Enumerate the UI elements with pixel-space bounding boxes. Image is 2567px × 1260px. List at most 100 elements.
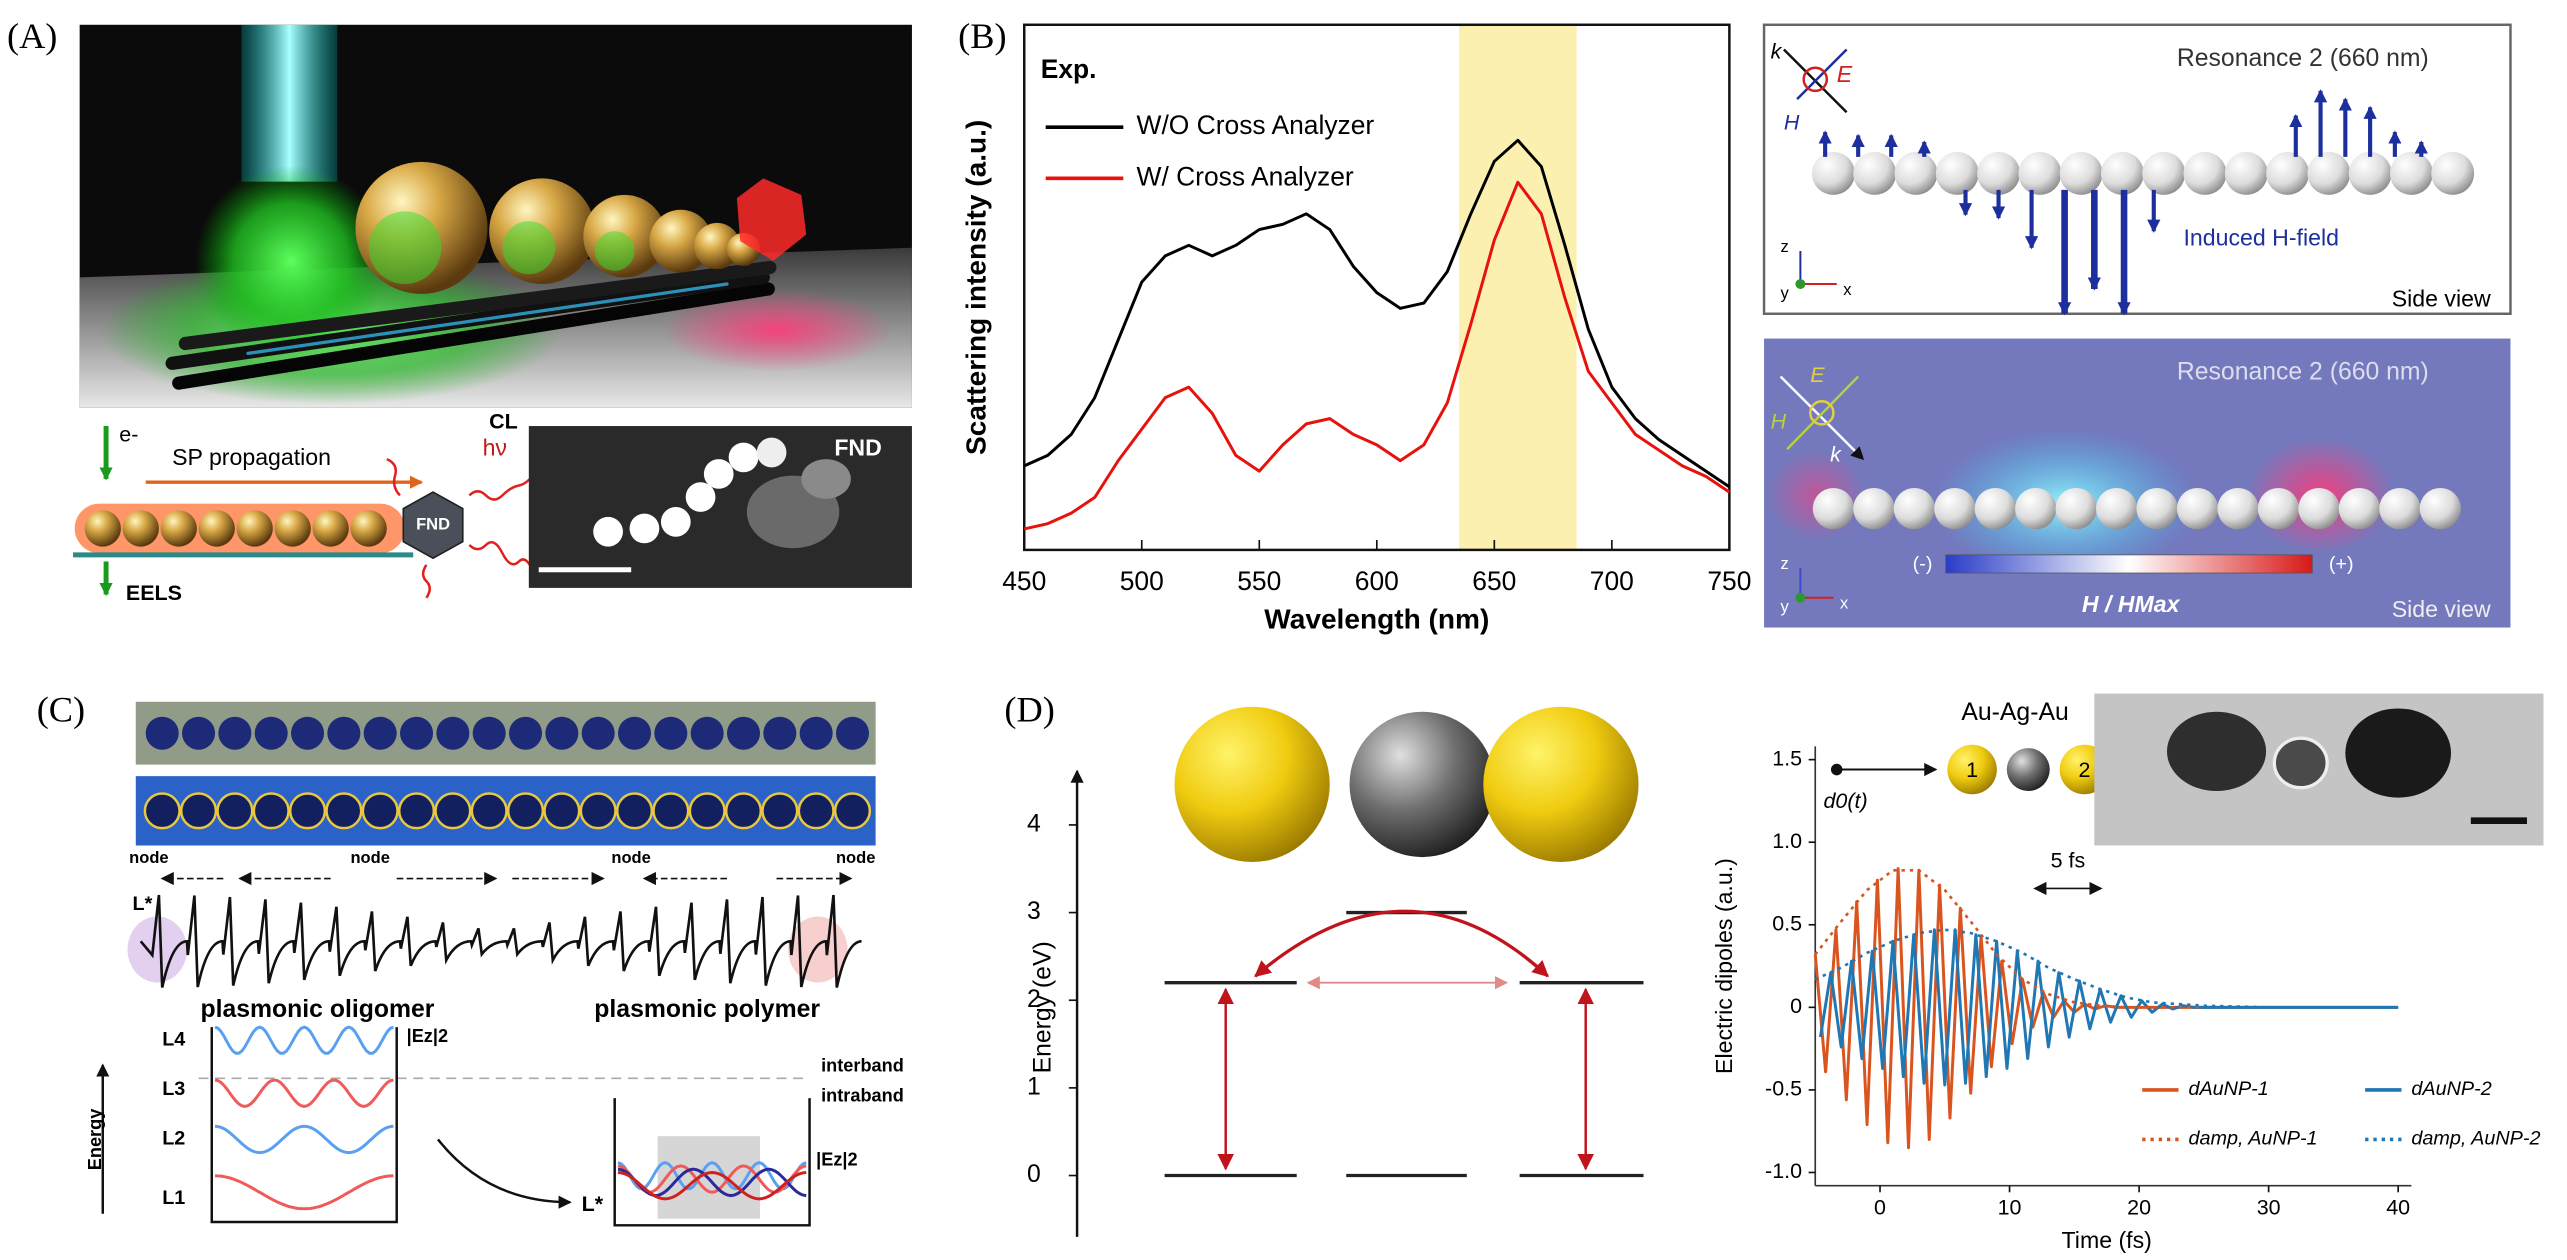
label: hν	[483, 434, 507, 460]
mode-curve	[214, 1078, 394, 1108]
particle	[397, 792, 436, 830]
electron-beam	[241, 24, 338, 182]
particle	[472, 716, 506, 750]
sphere	[2136, 487, 2178, 530]
sphere	[2257, 487, 2300, 530]
label: H	[1784, 111, 1800, 135]
x-tick-label: 30	[2257, 1195, 2281, 1219]
particle	[254, 716, 288, 750]
particle	[434, 792, 472, 830]
label: Energy	[85, 1109, 105, 1171]
particle	[581, 716, 615, 750]
particle	[724, 792, 763, 830]
y-tick-label: 1.5	[1772, 746, 1802, 770]
sphere	[1853, 487, 1895, 530]
mode-curve	[617, 1170, 807, 1201]
label: FND	[416, 515, 450, 533]
y-tick-label: 0	[1027, 1161, 1041, 1188]
particle	[833, 792, 872, 830]
fnd-crystal	[736, 178, 807, 261]
panel-label: (B)	[958, 16, 1006, 56]
x-tick-label: 500	[1120, 566, 1164, 596]
y-axis-title: Electric dipoles (a.u.)	[1711, 858, 1737, 1074]
sphere	[2348, 151, 2392, 195]
sphere	[2217, 487, 2259, 530]
particle	[761, 792, 799, 830]
particle	[690, 716, 724, 750]
particle	[291, 716, 325, 750]
particle	[835, 716, 870, 750]
series-line	[1818, 928, 2399, 1087]
particle	[470, 792, 508, 830]
particle	[654, 716, 688, 750]
label: plasmonic polymer	[594, 996, 820, 1023]
field-image-top: Resonance 2 (660 nm) k E H Induced H-fie…	[1762, 23, 2512, 316]
y-axis-title: Scattering intensity (a.u.)	[960, 120, 991, 455]
mode-curve	[214, 1174, 394, 1211]
title: Resonance 2 (660 nm)	[2177, 359, 2429, 386]
legend-label: W/ Cross Analyzer	[1137, 161, 1354, 191]
particle	[288, 792, 327, 830]
highlight-band	[1459, 24, 1577, 550]
energy-diagram: 0 1 2 3 4 Energy (eV)	[1027, 769, 1644, 1237]
sphere	[2307, 151, 2351, 195]
particle	[252, 792, 290, 830]
panel-a: (A) e- SP propagation FND hν CL	[7, 16, 912, 605]
x-axis-title: Wavelength (nm)	[1264, 603, 1489, 634]
axis-letter: y	[1781, 598, 1790, 616]
legend-label: damp, AuNP-2	[2411, 1128, 2540, 1150]
sphere	[2176, 487, 2219, 530]
sphere	[2183, 151, 2227, 195]
label: 2	[2078, 758, 2090, 782]
y-tick-label: -1.0	[1765, 1159, 1802, 1183]
legend-label: W/O Cross Analyzer	[1137, 110, 1375, 140]
label: node	[129, 849, 168, 867]
label: (-)	[1913, 553, 1933, 575]
label: node	[611, 849, 650, 867]
particle	[797, 792, 835, 830]
label: d0(t)	[1824, 789, 1868, 813]
mode-curve	[617, 1160, 807, 1191]
particle	[509, 716, 543, 750]
particle	[545, 716, 579, 750]
sphere	[2379, 487, 2421, 530]
x-tick-label: 600	[1355, 566, 1399, 596]
particle	[726, 716, 761, 750]
label: |Ez|2	[407, 1026, 448, 1046]
label: 1	[1966, 758, 1978, 782]
x-tick-label: 0	[1874, 1195, 1886, 1219]
particle	[436, 716, 470, 750]
label: Side view	[2392, 596, 2491, 622]
particle	[799, 716, 833, 750]
y-tick-label: 1	[1027, 1073, 1041, 1100]
label: interband	[821, 1056, 904, 1076]
sphere	[2338, 487, 2381, 530]
label: node	[350, 849, 389, 867]
label: L*	[582, 1192, 604, 1216]
label: e-	[119, 423, 138, 447]
sphere	[2059, 151, 2103, 195]
label: H	[1771, 409, 1787, 433]
green-sphere	[195, 165, 387, 357]
y-tick-label: 0.5	[1772, 911, 1802, 935]
label: k	[1771, 40, 1783, 64]
sphere	[1977, 151, 2021, 195]
axis-letter: x	[1840, 595, 1849, 613]
particle	[145, 716, 179, 750]
panel-b: (B) 450 500 550 600 650 700 750 Wavelength (nm)…	[958, 16, 2512, 634]
plot-frame	[1022, 23, 1731, 552]
panel-label: (D)	[1004, 690, 1054, 730]
sphere	[2389, 151, 2433, 195]
axis-letter: z	[1781, 238, 1789, 256]
title: Resonance 2 (660 nm)	[2177, 45, 2429, 72]
panel-label: (C)	[37, 690, 85, 730]
particle	[688, 792, 726, 830]
y-tick-label: 3	[1027, 898, 1041, 925]
axis-letter: z	[1781, 555, 1789, 573]
label: node	[836, 849, 875, 867]
annotation: Exp.	[1041, 54, 1097, 84]
y-tick-label: 2	[1027, 986, 1041, 1013]
particle	[763, 716, 797, 750]
red-glow	[660, 288, 893, 372]
